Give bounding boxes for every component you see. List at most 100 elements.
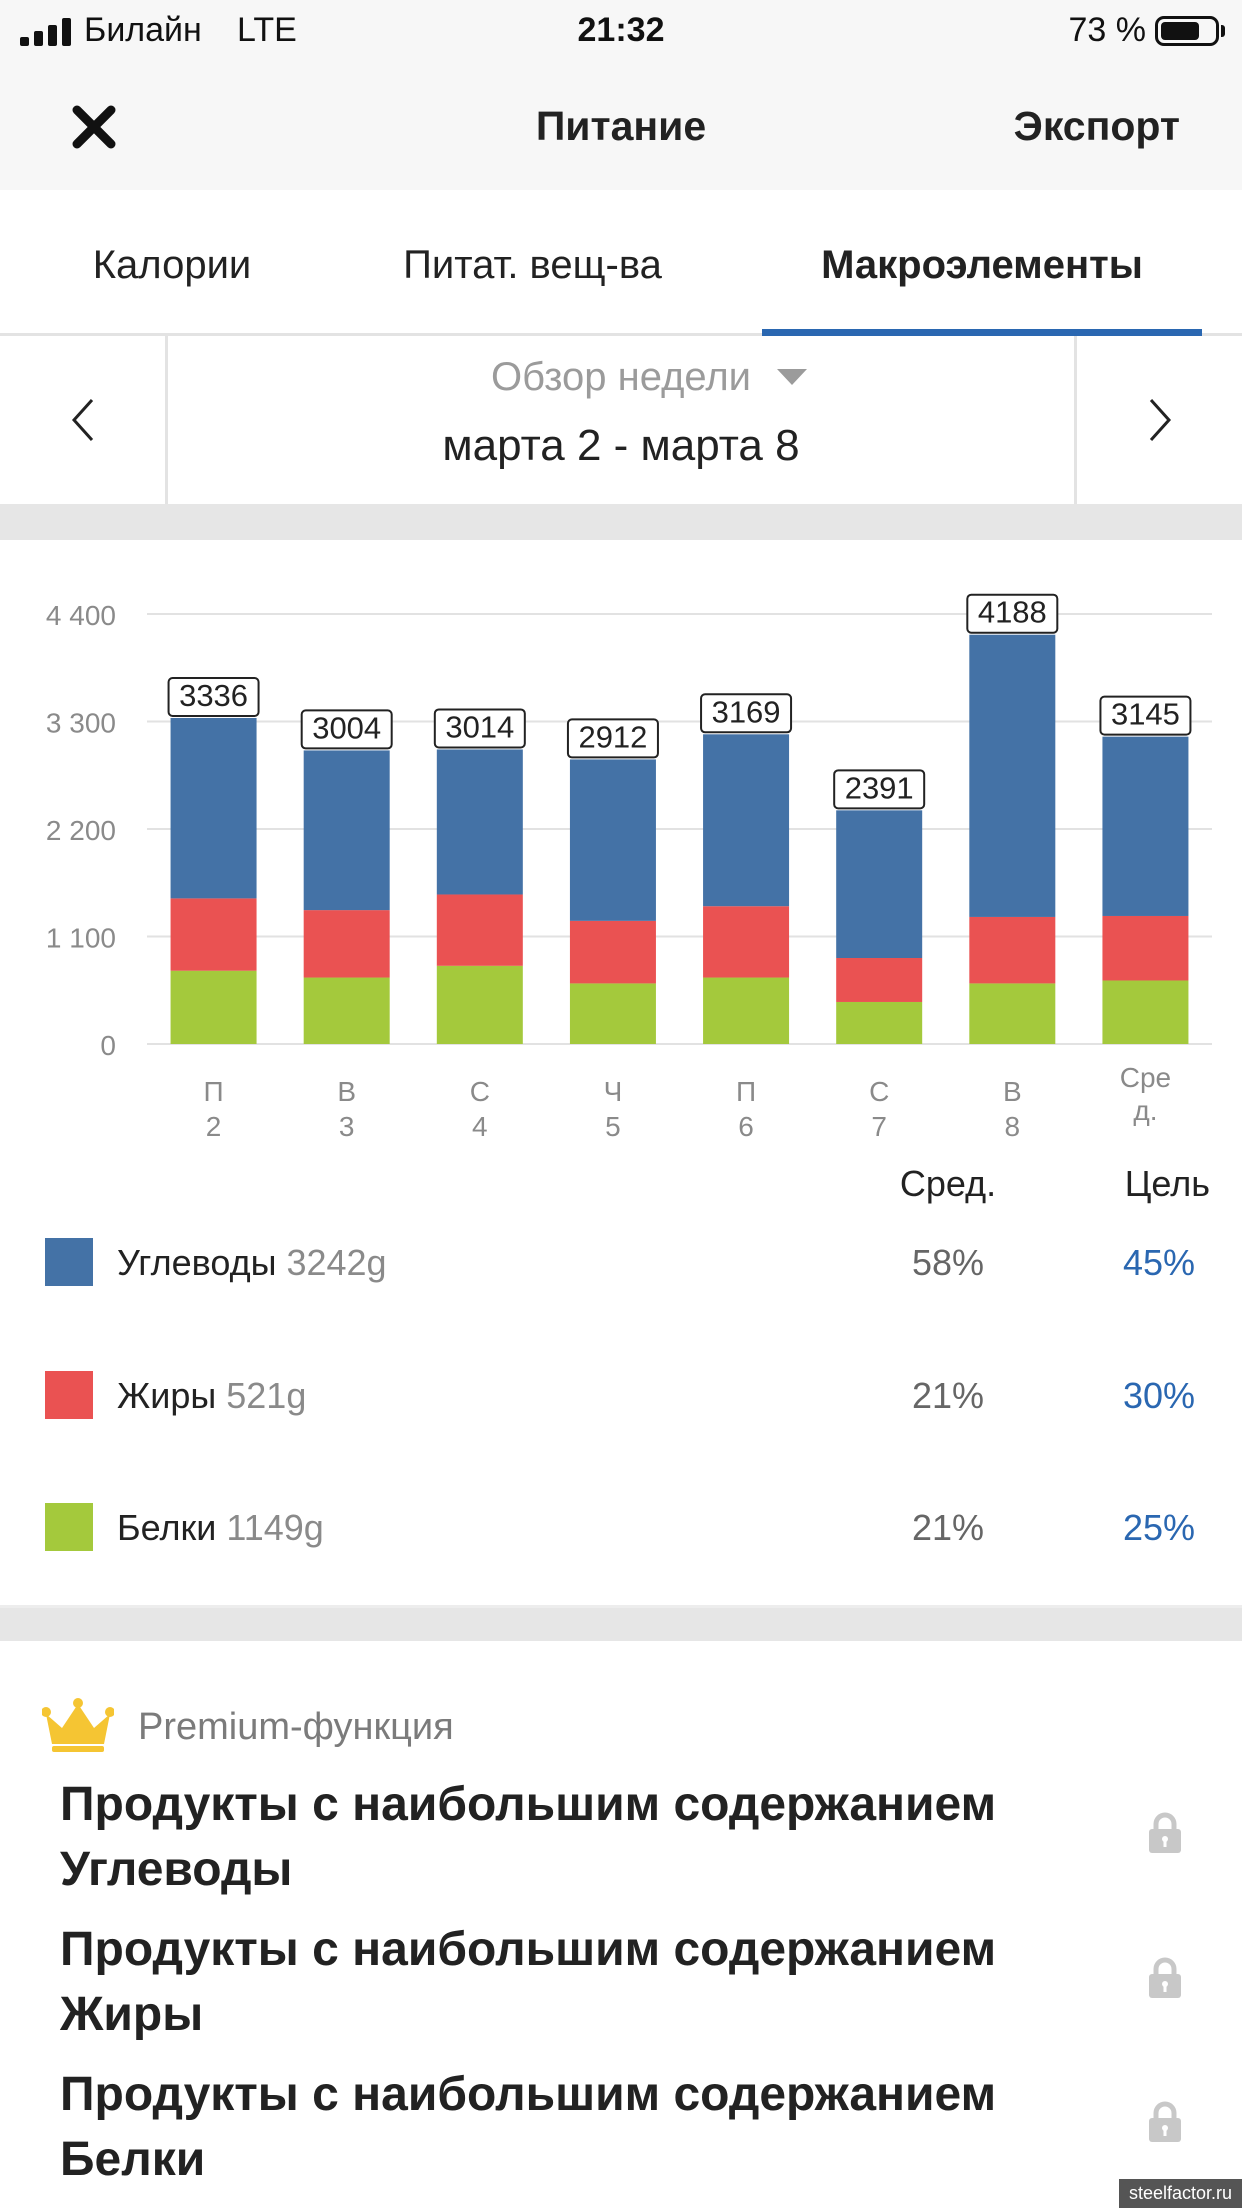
- x-tick-date: 4: [472, 1111, 488, 1140]
- protein-grams: 1149g: [226, 1507, 324, 1548]
- total-label: 3169: [712, 694, 781, 729]
- x-tick-date: 6: [738, 1111, 754, 1140]
- average-column-header: Сред.: [899, 1163, 997, 1204]
- y-tick-label: 3 300: [46, 708, 116, 739]
- premium-item-fat[interactable]: Продукты с наибольшим содержанием Жиры: [60, 1923, 997, 2041]
- x-tick-day: С: [470, 1076, 490, 1107]
- total-label: 3014: [445, 709, 514, 744]
- lock-icon: [1149, 1957, 1181, 1998]
- y-tick-label: 1 100: [46, 923, 116, 954]
- page-title: Питание: [535, 103, 707, 149]
- goal-column-header: Цель: [1124, 1163, 1210, 1204]
- total-label-box: [700, 693, 793, 734]
- total-label-box: [433, 708, 526, 749]
- y-tick-label: 0: [100, 1030, 116, 1061]
- protein-average: 21%: [911, 1507, 985, 1548]
- dropdown-arrow-icon: [777, 369, 807, 385]
- tab-nutrients[interactable]: Питат. вещ-ва: [403, 243, 662, 287]
- section-separator: [0, 1605, 1242, 1641]
- bar-segment-protein: [436, 965, 523, 1044]
- x-tick-date: 2: [206, 1111, 222, 1140]
- status-bar: [0, 0, 1242, 64]
- bar-segment-protein: [703, 977, 790, 1044]
- section-separator: [0, 504, 1242, 540]
- carbs-goal[interactable]: 45%: [1122, 1242, 1195, 1283]
- y-tick-label: 4 400: [46, 600, 116, 631]
- total-label-box: [566, 718, 659, 759]
- fat-goal[interactable]: 30%: [1122, 1375, 1195, 1416]
- premium-item-carbs[interactable]: Продукты с наибольшим содержанием Углево…: [60, 1778, 997, 1896]
- carbs-name: Углеводы: [117, 1242, 277, 1283]
- previous-week-button[interactable]: [0, 336, 165, 504]
- chevron-left-icon: [71, 398, 94, 442]
- x-tick-day: В: [337, 1076, 356, 1107]
- bar-segment-fat: [836, 958, 923, 1002]
- tab-calories[interactable]: Калории: [92, 243, 252, 287]
- total-label: 2391: [845, 770, 914, 805]
- close-icon: [72, 105, 116, 149]
- total-label: 2912: [578, 719, 647, 754]
- bar-segment-carbs: [569, 759, 656, 921]
- fat-name: Жиры: [117, 1375, 217, 1416]
- total-label-box: [833, 769, 926, 810]
- signal-strength-icon: [20, 18, 74, 46]
- bar-segment-fat: [1102, 915, 1189, 981]
- fat-average: 21%: [911, 1375, 985, 1416]
- bar-segment-fat: [303, 910, 390, 978]
- bar-segment-protein: [836, 1001, 923, 1044]
- total-label-box: [300, 709, 393, 750]
- bar-segment-carbs: [1102, 736, 1189, 916]
- total-label-box: [1099, 695, 1192, 736]
- protein-goal[interactable]: 25%: [1122, 1507, 1195, 1548]
- x-tick-date: 7: [871, 1111, 887, 1140]
- bar-segment-protein: [303, 977, 390, 1044]
- x-tick-day: В: [1003, 1076, 1022, 1107]
- x-tick-day: С: [869, 1076, 889, 1107]
- bar-segment-carbs: [436, 749, 523, 895]
- tab-macros[interactable]: Макроэлементы: [821, 243, 1143, 287]
- protein-swatch: [45, 1503, 93, 1551]
- carbs-average: 58%: [911, 1242, 985, 1283]
- battery-icon: [1155, 16, 1219, 46]
- bar-segment-carbs: [703, 734, 790, 907]
- y-tick-label: 2 200: [46, 815, 116, 846]
- next-week-button[interactable]: [1077, 336, 1242, 504]
- total-label-box: [167, 676, 260, 717]
- bar-segment-carbs: [836, 810, 923, 958]
- carbs-swatch: [45, 1238, 93, 1286]
- total-label: 3004: [312, 710, 381, 745]
- bar-segment-protein: [1102, 980, 1189, 1044]
- carbs-label: Углеводы 3242g: [117, 1242, 387, 1284]
- divider: [1074, 336, 1077, 504]
- battery-level: [1161, 22, 1199, 40]
- bar-segment-carbs: [969, 634, 1056, 917]
- total-label-box: [966, 593, 1059, 634]
- bar-segment-protein: [969, 983, 1056, 1044]
- active-tab-indicator: [762, 329, 1202, 336]
- carbs-grams: 3242g: [286, 1242, 387, 1283]
- bar-segment-carbs: [170, 717, 257, 899]
- protein-label: Белки 1149g: [117, 1507, 324, 1549]
- battery-cap: [1221, 25, 1225, 37]
- premium-item-protein[interactable]: Продукты с наибольшим содержанием Белки: [60, 2068, 997, 2186]
- bar-segment-protein: [569, 983, 656, 1044]
- watermark: steelfactor.ru: [1118, 2179, 1242, 2208]
- bar-segment-carbs: [303, 750, 390, 911]
- total-label: 3145: [1111, 697, 1180, 732]
- total-label: 4188: [978, 595, 1047, 630]
- lock-icon: [1149, 2101, 1181, 2142]
- carrier-name: Билайн: [84, 11, 202, 49]
- premium-feature-label: Premium-функция: [138, 1706, 454, 1748]
- export-button[interactable]: Экспорт: [1013, 103, 1180, 149]
- bar-segment-fat: [170, 898, 257, 971]
- battery-percent: 73 %: [1068, 11, 1147, 49]
- crown-icon: [42, 1698, 114, 1752]
- chevron-right-icon: [1149, 398, 1172, 442]
- close-button[interactable]: [72, 105, 116, 149]
- x-tick-day: Ч: [604, 1076, 623, 1107]
- bar-segment-fat: [436, 894, 523, 966]
- x-tick-day: П: [736, 1076, 756, 1107]
- week-navigator: [0, 336, 1242, 504]
- week-range: марта 2 - марта 8: [442, 421, 800, 470]
- fat-label: Жиры 521g: [117, 1375, 306, 1417]
